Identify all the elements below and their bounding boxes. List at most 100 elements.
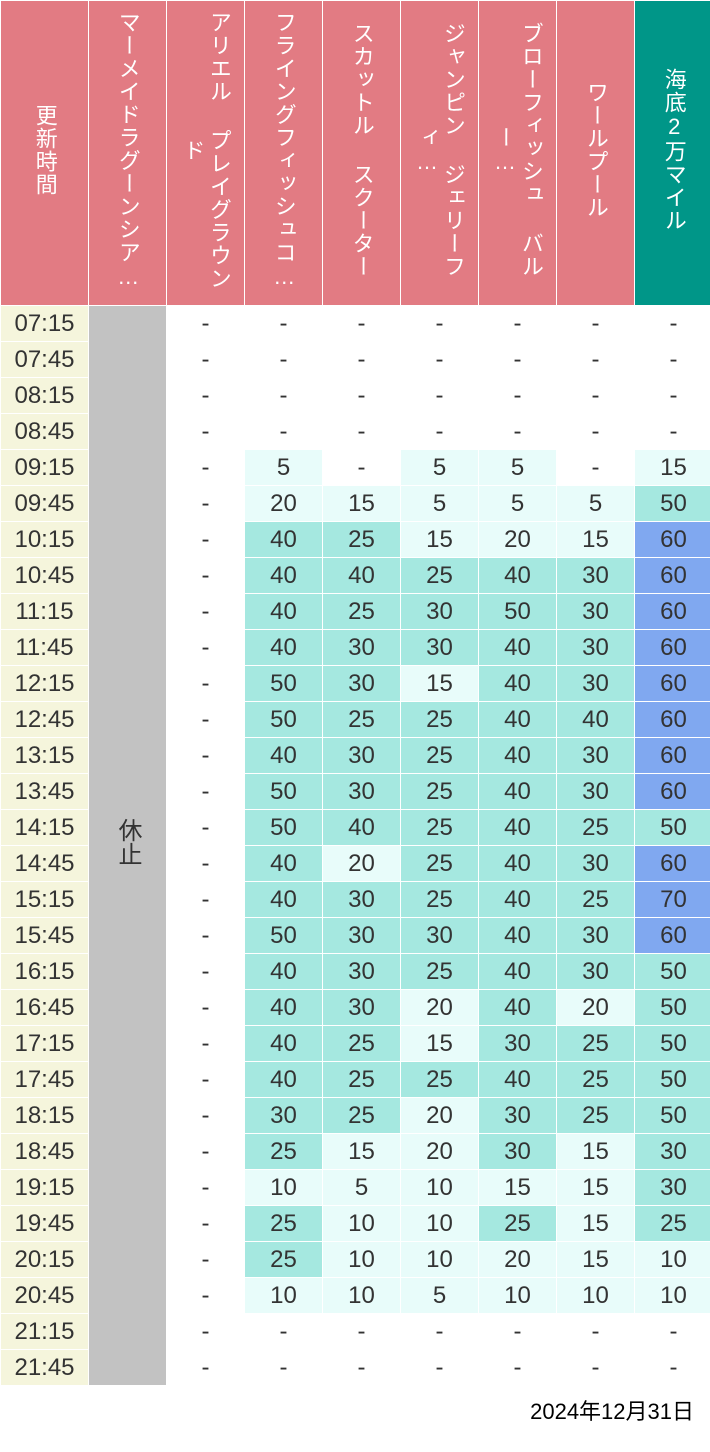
data-cell: -: [401, 1350, 479, 1386]
data-cell: 50: [635, 990, 710, 1026]
data-cell: 50: [635, 954, 710, 990]
data-cell: 25: [557, 882, 635, 918]
data-cell: 60: [635, 738, 710, 774]
data-cell: 50: [635, 486, 710, 522]
data-cell: 20: [557, 990, 635, 1026]
data-cell: 5: [479, 486, 557, 522]
data-cell: 50: [245, 666, 323, 702]
data-cell: 15: [401, 1026, 479, 1062]
data-cell: -: [401, 414, 479, 450]
data-cell: -: [167, 666, 245, 702]
data-cell: -: [323, 342, 401, 378]
data-cell: 10: [401, 1242, 479, 1278]
data-cell: 40: [479, 918, 557, 954]
data-cell: 40: [245, 558, 323, 594]
data-cell: -: [167, 378, 245, 414]
data-cell: 25: [323, 1098, 401, 1134]
data-cell: 50: [245, 918, 323, 954]
time-cell: 14:45: [1, 846, 89, 882]
data-cell: 40: [479, 774, 557, 810]
data-cell: 60: [635, 666, 710, 702]
data-cell: -: [245, 1350, 323, 1386]
data-cell: 50: [479, 594, 557, 630]
data-cell: -: [167, 1134, 245, 1170]
data-cell: 30: [401, 594, 479, 630]
time-cell: 08:15: [1, 378, 89, 414]
time-cell: 10:45: [1, 558, 89, 594]
header-col: スカットル スクーター: [323, 1, 401, 306]
header-col: ジャンピン ジェリーフィ…: [401, 1, 479, 306]
data-cell: -: [167, 1062, 245, 1098]
data-cell: -: [323, 414, 401, 450]
data-cell: 10: [635, 1278, 710, 1314]
data-cell: 60: [635, 630, 710, 666]
data-cell: 40: [245, 954, 323, 990]
data-cell: -: [167, 846, 245, 882]
data-cell: -: [635, 378, 710, 414]
data-cell: -: [635, 306, 710, 342]
time-cell: 13:15: [1, 738, 89, 774]
data-cell: 25: [401, 738, 479, 774]
data-cell: 25: [401, 846, 479, 882]
time-cell: 19:45: [1, 1206, 89, 1242]
data-cell: 50: [635, 1098, 710, 1134]
data-cell: 40: [245, 990, 323, 1026]
data-cell: 25: [401, 558, 479, 594]
data-cell: -: [167, 1206, 245, 1242]
data-cell: 25: [245, 1134, 323, 1170]
header-col: 海底2万マイル: [635, 1, 710, 306]
data-cell: 10: [635, 1242, 710, 1278]
data-cell: 40: [245, 1026, 323, 1062]
data-cell: 20: [323, 846, 401, 882]
data-cell: 10: [323, 1278, 401, 1314]
data-cell: 30: [245, 1098, 323, 1134]
time-cell: 07:15: [1, 306, 89, 342]
data-cell: 25: [245, 1206, 323, 1242]
data-cell: 60: [635, 558, 710, 594]
data-cell: 40: [479, 558, 557, 594]
data-cell: 25: [557, 1026, 635, 1062]
data-cell: -: [323, 306, 401, 342]
time-cell: 08:45: [1, 414, 89, 450]
data-cell: 5: [323, 1170, 401, 1206]
data-cell: 40: [245, 846, 323, 882]
data-cell: 40: [479, 810, 557, 846]
data-cell: 5: [401, 486, 479, 522]
data-cell: -: [245, 1314, 323, 1350]
data-cell: 40: [245, 594, 323, 630]
data-cell: 30: [557, 630, 635, 666]
data-cell: -: [401, 1314, 479, 1350]
header-time: 更新時間: [1, 1, 89, 306]
data-cell: 10: [245, 1278, 323, 1314]
time-cell: 16:15: [1, 954, 89, 990]
data-cell: 30: [323, 990, 401, 1026]
data-cell: -: [557, 378, 635, 414]
data-cell: 60: [635, 774, 710, 810]
data-cell: 40: [479, 1062, 557, 1098]
data-cell: 30: [557, 954, 635, 990]
data-cell: -: [479, 306, 557, 342]
data-cell: 60: [635, 918, 710, 954]
data-cell: -: [167, 1026, 245, 1062]
time-cell: 18:15: [1, 1098, 89, 1134]
data-cell: -: [167, 738, 245, 774]
data-cell: 15: [635, 450, 710, 486]
data-cell: 10: [479, 1278, 557, 1314]
data-cell: 10: [323, 1206, 401, 1242]
data-cell: 10: [401, 1170, 479, 1206]
data-cell: -: [167, 1350, 245, 1386]
data-cell: 5: [401, 1278, 479, 1314]
data-cell: -: [479, 414, 557, 450]
wait-time-table: 更新時間マーメイドラグーンシア…アリエル プレイグラウンドフライングフィッシュコ…: [0, 0, 710, 1386]
time-cell: 21:45: [1, 1350, 89, 1386]
data-cell: -: [245, 378, 323, 414]
time-cell: 19:15: [1, 1170, 89, 1206]
data-cell: -: [635, 342, 710, 378]
data-cell: -: [557, 306, 635, 342]
data-cell: -: [557, 1314, 635, 1350]
data-cell: -: [167, 918, 245, 954]
data-cell: 15: [557, 1170, 635, 1206]
data-cell: -: [167, 954, 245, 990]
data-cell: 10: [401, 1206, 479, 1242]
data-cell: 30: [557, 918, 635, 954]
